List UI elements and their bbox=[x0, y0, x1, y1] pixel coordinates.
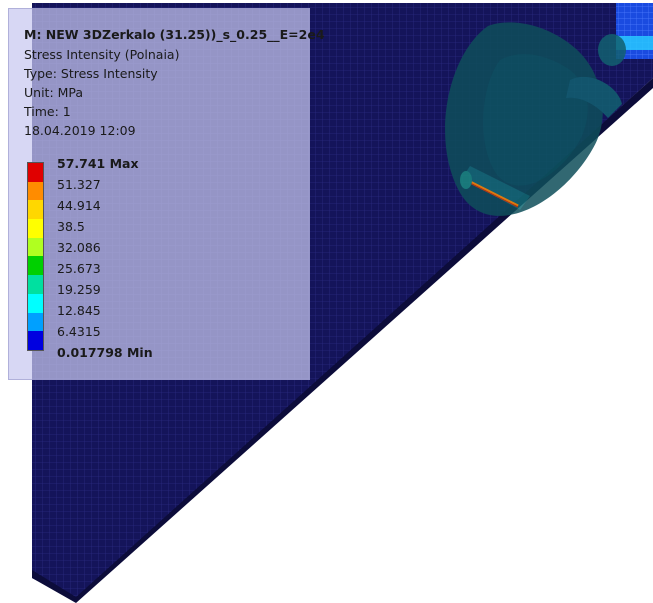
bracket-feature bbox=[445, 22, 626, 216]
legend-label: 19.259 bbox=[57, 282, 101, 297]
color-swatch bbox=[28, 293, 43, 313]
color-swatch bbox=[28, 181, 43, 201]
result-unit: Unit: MPa bbox=[24, 85, 84, 100]
legend-label: 44.914 bbox=[57, 198, 101, 213]
color-swatch bbox=[28, 219, 43, 238]
result-name: Stress Intensity (Polnaia) bbox=[24, 47, 180, 62]
legend-max-label: 57.741 Max bbox=[57, 156, 139, 171]
legend-label: 6.4315 bbox=[57, 324, 101, 339]
color-swatch bbox=[28, 256, 43, 276]
color-swatch bbox=[28, 312, 43, 332]
result-date: 18.04.2019 12:09 bbox=[24, 123, 136, 138]
color-scale-bar bbox=[27, 162, 44, 351]
legend-label: 32.086 bbox=[57, 240, 101, 255]
model-title: M: NEW 3DZerkalo (31.25))_s_0.25__E=2e4 bbox=[24, 27, 325, 42]
color-swatch bbox=[28, 163, 43, 182]
result-time: Time: 1 bbox=[24, 104, 71, 119]
color-swatch bbox=[28, 331, 43, 350]
legend-label: 38.5 bbox=[57, 219, 85, 234]
legend-label: 25.673 bbox=[57, 261, 101, 276]
legend-panel: M: NEW 3DZerkalo (31.25))_s_0.25__E=2e4 … bbox=[8, 8, 325, 380]
result-type: Type: Stress Intensity bbox=[24, 66, 158, 81]
legend-min-label: 0.017798 Min bbox=[57, 345, 153, 360]
color-swatch bbox=[28, 275, 43, 294]
color-swatch bbox=[28, 237, 43, 257]
color-swatch bbox=[28, 200, 43, 220]
legend-label: 51.327 bbox=[57, 177, 101, 192]
legend-label: 12.845 bbox=[57, 303, 101, 318]
